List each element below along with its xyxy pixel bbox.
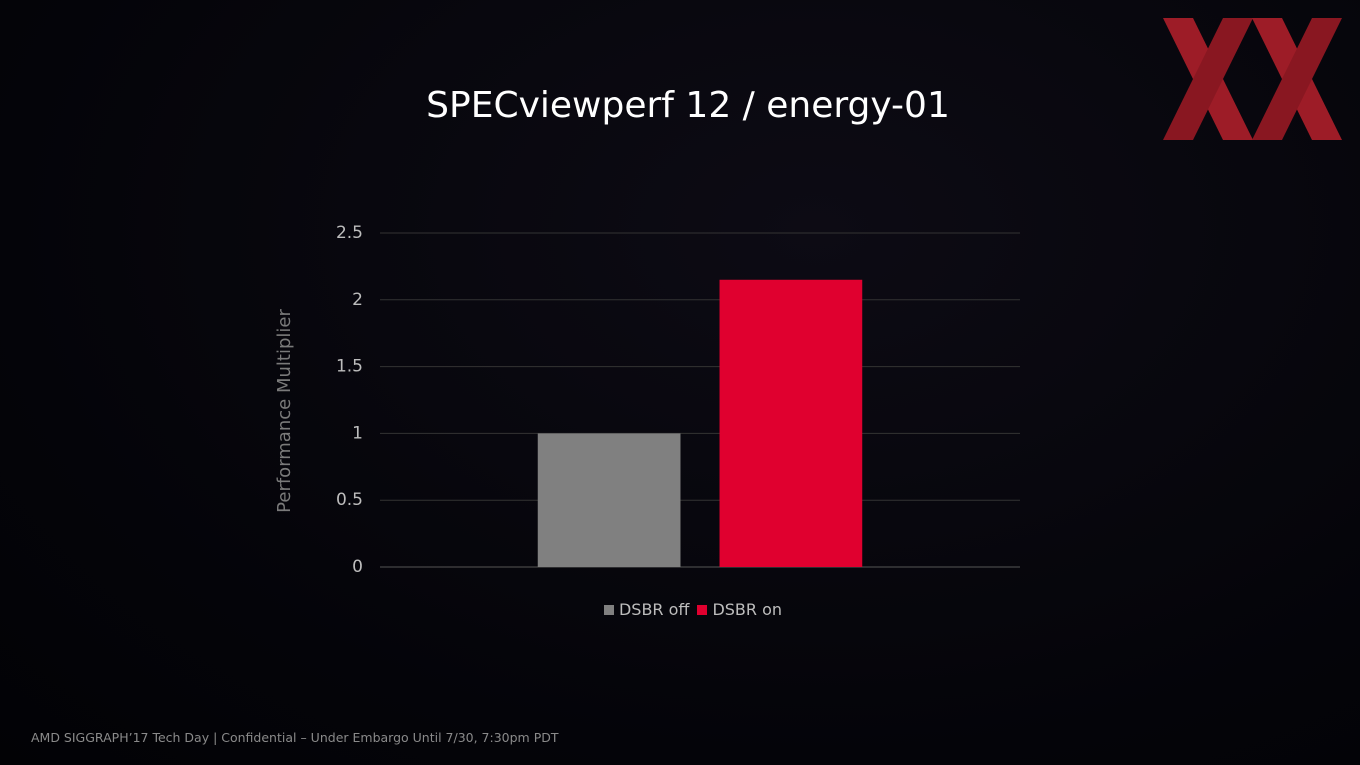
footer: AMD SIGGRAPH’17 Tech Day | Confidential … <box>31 730 559 745</box>
y-tick-label: 1 <box>352 423 363 443</box>
legend-swatch <box>603 604 614 615</box>
y-tick-label: 0.5 <box>336 490 363 510</box>
y-tick-label: 1.5 <box>336 357 363 377</box>
legend-swatch <box>697 604 708 615</box>
y-tick-label: 0 <box>352 557 363 577</box>
y-tick-label: 2 <box>352 290 363 310</box>
legend-label: DSBR on <box>712 600 783 619</box>
y-axis-label: Performance Multiplier <box>274 309 295 513</box>
logo <box>1163 18 1342 140</box>
legend-item: DSBR on <box>697 600 782 619</box>
bar <box>719 279 863 567</box>
legend: DSBR off DSBR on <box>0 600 1360 619</box>
chart-title: SPECviewperf 12 / energy-01 <box>426 85 950 126</box>
bar <box>537 433 681 567</box>
legend-item: DSBR off <box>603 600 690 619</box>
logo-stroke <box>1252 18 1342 140</box>
legend-label: DSBR off <box>618 600 690 619</box>
y-tick-label: 2.5 <box>336 223 363 243</box>
logo-stroke <box>1163 18 1253 140</box>
